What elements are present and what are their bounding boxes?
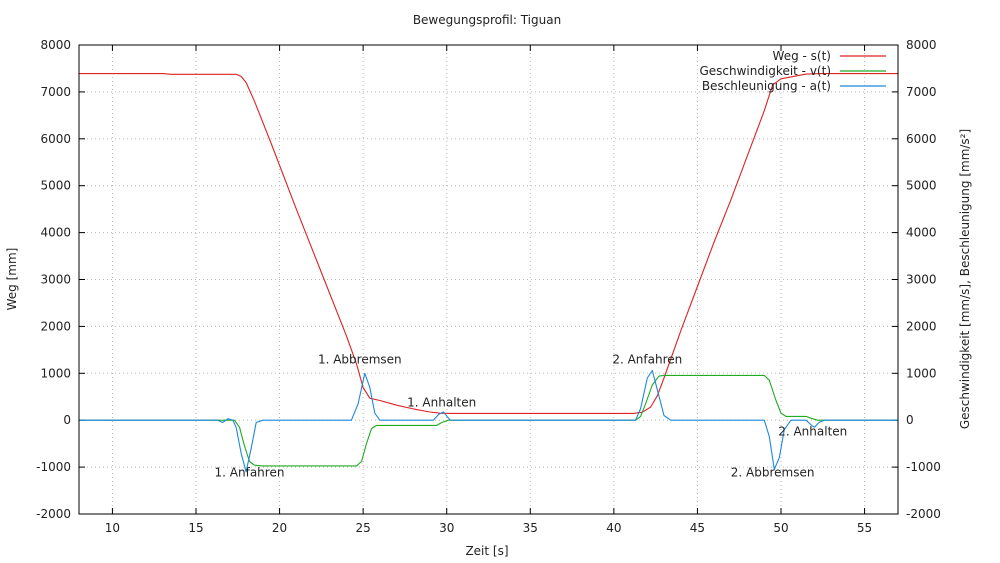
y2-axis-title: Geschwindigkeit [mm/s], Beschleunigung [… [958, 129, 972, 429]
y2-tick-label: 7000 [906, 85, 937, 99]
x-tick-label: 15 [188, 521, 203, 535]
y2-tick-label: 0 [906, 413, 914, 427]
x-tick-label: 45 [690, 521, 705, 535]
y-tick-label: 1000 [40, 366, 71, 380]
y2-tick-label: 8000 [906, 38, 937, 52]
x-axis-title: Zeit [s] [465, 544, 508, 558]
y-axis-title: Weg [mm] [5, 248, 19, 311]
chart-title: Bewegungsprofil: Tiguan [413, 13, 561, 27]
legend-label: Weg - s(t) [773, 49, 831, 63]
legend-label: Geschwindigkeit - v(t) [699, 64, 831, 78]
series-line-3 [79, 369, 898, 473]
y-tick-label: 3000 [40, 273, 71, 287]
y-tick-label: 6000 [40, 132, 71, 146]
x-tick-label: 40 [606, 521, 621, 535]
annotation-label: 1. Abbremsen [318, 352, 402, 366]
y2-tick-label: 2000 [906, 319, 937, 333]
y-tick-label: 8000 [40, 38, 71, 52]
annotation-label: 1. Anfahren [215, 465, 285, 479]
y2-tick-label: -2000 [906, 507, 941, 521]
annotation-label: 2. Anhalten [778, 425, 847, 439]
y2-tick-label: 6000 [906, 132, 937, 146]
y-tick-label: 4000 [40, 226, 71, 240]
y-tick-label: 0 [63, 413, 71, 427]
y2-tick-label: 4000 [906, 226, 937, 240]
y-tick-label: 7000 [40, 85, 71, 99]
y2-tick-label: -1000 [906, 460, 941, 474]
legend: Weg - s(t)Geschwindigkeit - v(t)Beschleu… [699, 49, 886, 93]
x-tick-label: 50 [773, 521, 788, 535]
y-tick-label: 5000 [40, 179, 71, 193]
x-tick-label: 20 [272, 521, 287, 535]
y2-tick-label: 1000 [906, 366, 937, 380]
y-tick-label: -1000 [36, 460, 71, 474]
x-tick-label: 10 [105, 521, 120, 535]
series-lines [79, 73, 898, 473]
x-tick-label: 25 [356, 521, 371, 535]
series-line-1 [79, 73, 898, 414]
y-tick-label: -2000 [36, 507, 71, 521]
grid [79, 45, 898, 514]
y-tick-label: 2000 [40, 319, 71, 333]
annotation-label: 2. Anfahren [612, 352, 682, 366]
x-tick-label: 55 [857, 521, 872, 535]
axis-ticks: 10 15 20 25 30 35 40 45 50 55 -2000 -2000 -1000 -1000… [36, 38, 941, 535]
annotations: 1. Anfahren 1. Abbremsen 1. Anhalten 2. Anf… [215, 352, 848, 479]
y2-tick-label: 3000 [906, 273, 937, 287]
x-tick-label: 35 [523, 521, 538, 535]
x-tick-label: 30 [439, 521, 454, 535]
annotation-label: 2. Abbremsen [731, 465, 815, 479]
legend-label: Beschleunigung - a(t) [702, 79, 831, 93]
plot-frame [78, 44, 899, 515]
annotation-label: 1. Anhalten [407, 396, 476, 410]
y2-tick-label: 5000 [906, 179, 937, 193]
